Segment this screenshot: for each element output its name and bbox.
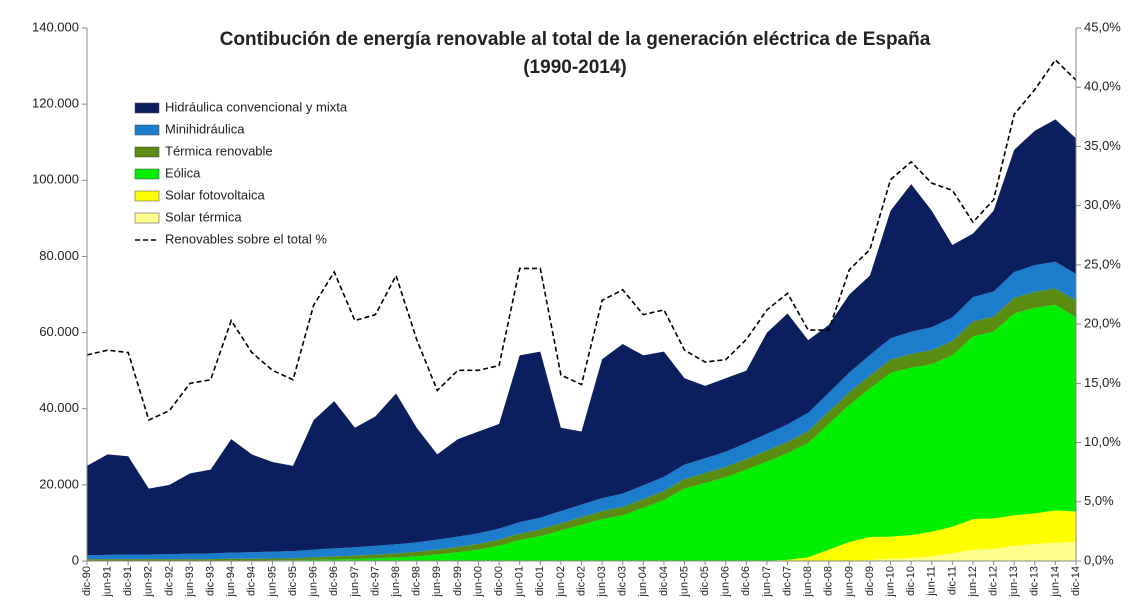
- y2-tick-label: 15,0%: [1084, 375, 1121, 390]
- y2-tick-label: 5,0%: [1084, 493, 1114, 508]
- y-tick-label: 60.000: [39, 324, 79, 339]
- x-tick-label: jun-07: [761, 566, 773, 598]
- legend-label: Térmica renovable: [165, 143, 273, 158]
- x-tick-label: jun-98: [390, 566, 402, 598]
- x-tick-label: jun-13: [1008, 566, 1020, 598]
- legend-label: Minihidráulica: [165, 121, 245, 136]
- y2-tick-label: 10,0%: [1084, 434, 1121, 449]
- x-tick-label: jun-10: [884, 566, 896, 598]
- x-tick-label: dic-06: [740, 566, 752, 596]
- chart-subtitle: (1990-2014): [523, 57, 627, 78]
- x-tick-label: dic-04: [658, 566, 670, 596]
- legend-label: Eólica: [165, 165, 201, 180]
- x-tick-label: dic-05: [699, 566, 711, 596]
- line: [86, 58, 1077, 422]
- x-tick-label: dic-94: [246, 566, 258, 596]
- x-tick-label: jun-06: [720, 566, 732, 598]
- y-tick-label: 20.000: [39, 476, 79, 491]
- x-tick-label: dic-91: [122, 566, 134, 596]
- legend-swatch: [134, 168, 160, 180]
- x-tick-label: dic-90: [81, 566, 93, 596]
- x-tick-label: jun-14: [1049, 566, 1061, 598]
- x-tick-label: dic-14: [1070, 566, 1082, 596]
- chart-title: Contibución de energía renovable al tota…: [220, 29, 931, 50]
- x-tick-label: jun-08: [802, 566, 814, 598]
- area: [87, 119, 1076, 556]
- x-tick-label: dic-09: [864, 566, 876, 596]
- x-tick-label: dic-08: [823, 566, 835, 596]
- legend-swatch: [134, 212, 160, 224]
- x-tick-label: dic-13: [1029, 566, 1041, 596]
- x-tick-label: dic-11: [946, 566, 958, 595]
- x-tick-label: jun-96: [308, 566, 320, 598]
- x-tick-label: dic-01: [534, 566, 546, 596]
- x-tick-label: jun-01: [514, 566, 526, 598]
- x-tick-label: dic-10: [905, 566, 917, 596]
- y-tick-label: 0: [72, 552, 79, 567]
- x-tick-label: dic-12: [987, 566, 999, 596]
- y2-tick-label: 25,0%: [1084, 256, 1121, 271]
- x-tick-label: jun-04: [637, 566, 649, 598]
- legend-label: Hidráulica convencional y mixta: [165, 99, 348, 114]
- x-tick-label: jun-93: [184, 566, 196, 598]
- x-tick-label: jun-91: [102, 566, 114, 598]
- x-tick-label: dic-92: [163, 566, 175, 596]
- x-tick-label: dic-93: [205, 566, 217, 596]
- legend-label: Solar fotovoltaica: [165, 187, 265, 202]
- x-tick-label: dic-02: [575, 566, 587, 596]
- legend-label: Solar térmica: [165, 209, 242, 224]
- y-tick-label: 120.000: [32, 96, 79, 111]
- legend-swatch: [134, 124, 160, 136]
- x-tick-label: dic-98: [411, 566, 423, 596]
- x-tick-label: jun-05: [678, 566, 690, 598]
- y2-tick-label: 20,0%: [1084, 316, 1121, 331]
- x-tick-label: jun-09: [843, 566, 855, 598]
- legend-label: Renovables sobre el total %: [165, 231, 327, 246]
- plot-area: [86, 58, 1077, 561]
- x-tick-label: dic-07: [781, 566, 793, 596]
- x-tick-label: jun-02: [555, 566, 567, 598]
- x-tick-label: jun-11: [926, 566, 938, 597]
- legend-swatch: [134, 190, 160, 202]
- y2-tick-label: 35,0%: [1084, 138, 1121, 153]
- y2-tick-label: 40,0%: [1084, 79, 1121, 94]
- y-tick-label: 140.000: [32, 19, 79, 34]
- x-tick-label: jun-00: [472, 566, 484, 598]
- y-tick-label: 100.000: [32, 172, 79, 187]
- x-tick-label: jun-92: [143, 566, 155, 598]
- x-tick-label: jun-03: [596, 566, 608, 598]
- y-tick-label: 40.000: [39, 400, 79, 415]
- area: [87, 304, 1076, 561]
- x-tick-label: dic-95: [287, 566, 299, 596]
- x-tick-label: jun-97: [349, 566, 361, 598]
- legend-swatch: [134, 146, 160, 158]
- x-tick-label: dic-96: [328, 566, 340, 596]
- x-tick-label: dic-00: [493, 566, 505, 596]
- y2-tick-label: 30,0%: [1084, 197, 1121, 212]
- x-tick-label: jun-94: [225, 566, 237, 598]
- x-tick-label: dic-03: [617, 566, 629, 596]
- y2-tick-label: 45,0%: [1084, 19, 1121, 34]
- x-tick-label: jun-12: [967, 566, 979, 598]
- y-tick-label: 80.000: [39, 248, 79, 263]
- x-tick-label: dic-99: [452, 566, 464, 596]
- x-tick-label: dic-97: [369, 566, 381, 596]
- x-tick-label: jun-95: [266, 566, 278, 598]
- area: [87, 541, 1076, 561]
- y2-tick-label: 0,0%: [1084, 552, 1114, 567]
- x-tick-label: jun-99: [431, 566, 443, 598]
- legend-swatch: [134, 102, 160, 114]
